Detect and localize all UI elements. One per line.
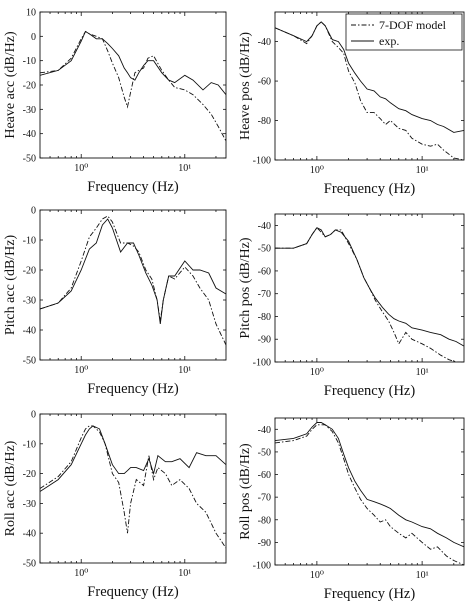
x-axis-label: Frequency (Hz): [87, 179, 179, 195]
y-tick-label: -40: [258, 221, 271, 232]
series-line-exp: [40, 425, 226, 492]
panel-1: -50 -40 -30 -20 -10 0 10 10⁰ 10¹ Frequency (Hz) He…: [3, 8, 227, 195]
x-tick-label: 10⁰: [310, 367, 324, 378]
plot-frame: [274, 417, 465, 566]
y-tick-label: -60: [258, 77, 271, 88]
y-axis-label: Pitch acc (dB/Hz): [3, 235, 18, 336]
y-tick-label: -100: [253, 156, 271, 167]
x-tick-label: 10⁰: [310, 165, 324, 176]
x-tick-label: 10¹: [178, 163, 191, 174]
x-tick-label: 10¹: [178, 568, 191, 579]
y-tick-label: -60: [258, 470, 271, 481]
x-tick-label: 10⁰: [310, 570, 324, 581]
y-tick-label: -30: [23, 499, 36, 510]
series-line-model: [275, 424, 464, 565]
series-line-exp: [40, 218, 226, 325]
y-tick-label: 0: [31, 32, 36, 43]
series-line-exp: [40, 30, 226, 95]
y-tick-label: -80: [258, 116, 271, 127]
legend-box: [345, 13, 463, 51]
legend-label-exp: exp.: [379, 34, 399, 48]
y-tick-label: -100: [253, 561, 271, 572]
plot-frame: [39, 209, 227, 361]
x-axis-label: Frequency (Hz): [87, 381, 179, 397]
series-line-model: [40, 215, 226, 346]
y-axis-label: Roll acc (dB/Hz): [3, 440, 18, 536]
y-tick-label: -20: [23, 469, 36, 480]
legend-label-model: 7-DOF model: [379, 18, 447, 32]
series-line-exp: [275, 227, 464, 347]
x-axis-label: Frequency (Hz): [324, 383, 416, 399]
x-axis-label: Frequency (Hz): [324, 586, 416, 602]
y-tick-label: -70: [258, 289, 271, 300]
series-line-exp: [275, 21, 464, 133]
y-tick-label: -60: [258, 266, 271, 277]
legend: 7-DOF model exp.: [345, 13, 463, 51]
x-tick-label: 10¹: [178, 365, 191, 376]
y-tick-label: -50: [23, 154, 36, 165]
x-tick-label: 10⁰: [74, 365, 88, 376]
x-axis-label: Frequency (Hz): [87, 584, 179, 600]
y-tick-label: -10: [23, 236, 36, 247]
x-tick-label: 10¹: [416, 165, 429, 176]
y-tick-label: -30: [23, 105, 36, 116]
y-tick-label: -50: [23, 356, 36, 367]
y-tick-label: -10: [23, 439, 36, 450]
y-tick-label: -40: [23, 326, 36, 337]
y-tick-label: -30: [23, 296, 36, 307]
y-tick-label: -40: [258, 425, 271, 436]
y-tick-label: -70: [258, 493, 271, 504]
y-tick-label: -40: [258, 37, 271, 48]
y-tick-label: -50: [258, 447, 271, 458]
x-tick-label: 10¹: [416, 367, 429, 378]
panel-3: -50 -40 -30 -20 -10 0 10⁰ 10¹ Frequency (Hz) Pitc…: [3, 206, 227, 397]
y-axis-label: Heave acc (dB/Hz): [3, 31, 18, 139]
y-tick-label: 10: [26, 8, 36, 19]
y-tick-label: -80: [258, 312, 271, 323]
panel-5: -50 -40 -30 -20 -10 0 10⁰ 10¹ Frequency (Hz) Roll…: [3, 410, 227, 600]
y-tick-label: -40: [23, 129, 36, 140]
y-tick-label: -10: [23, 56, 36, 67]
series-line-model: [275, 21, 464, 160]
y-tick-label: -100: [253, 358, 271, 369]
y-tick-label: 0: [31, 206, 36, 217]
x-tick-label: 10⁰: [74, 163, 88, 174]
x-tick-label: 10¹: [416, 570, 429, 581]
plot-frame: [274, 11, 465, 161]
series-line-exp: [275, 422, 464, 548]
y-tick-label: -40: [23, 529, 36, 540]
plot-frame: [39, 413, 227, 564]
y-tick-label: -50: [258, 244, 271, 255]
y-tick-label: -20: [23, 266, 36, 277]
series-line-model: [40, 425, 226, 549]
x-tick-label: 10⁰: [74, 568, 88, 579]
y-tick-label: -20: [23, 81, 36, 92]
y-axis-label: Pitch pos (dB/Hz): [238, 237, 253, 338]
plot-frame: [274, 213, 465, 363]
y-tick-label: -50: [23, 559, 36, 570]
y-tick-label: 0: [31, 410, 36, 421]
y-tick-label: -80: [258, 515, 271, 526]
y-tick-label: -90: [258, 335, 271, 346]
series-line-model: [40, 30, 226, 142]
x-axis-label: Frequency (Hz): [324, 181, 416, 197]
y-tick-label: -90: [258, 538, 271, 549]
y-axis-label: Heave pos (dB/Hz): [238, 32, 253, 140]
series-line-model: [275, 226, 464, 362]
y-axis-label: Roll pos (dB/Hz): [238, 443, 253, 540]
